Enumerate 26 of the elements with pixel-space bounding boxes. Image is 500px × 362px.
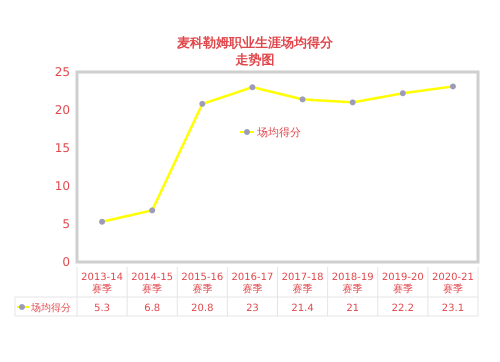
x-tick-label: 2020-21 赛季 [432, 272, 474, 295]
legend-label: 场均得分 [256, 126, 301, 139]
x-tick-label: 2014-15 赛季 [131, 272, 174, 295]
x-tick-label: 2016-17 赛季 [232, 272, 274, 295]
y-tick-label: 5 [62, 217, 70, 231]
data-label: 23 [246, 303, 259, 314]
data-label: 5.3 [94, 303, 110, 314]
x-tick-label: 2019-20 赛季 [382, 272, 424, 295]
data-label: 6.8 [144, 303, 160, 314]
x-tick-label: 2015-16 赛季 [181, 272, 224, 295]
y-tick-label: 0 [62, 255, 70, 269]
x-tick-label: 2013-14 赛季 [81, 272, 123, 295]
chart-subtitle: 走势图 [234, 52, 274, 68]
y-tick-label: 20 [54, 103, 70, 117]
data-label: 23.1 [442, 303, 464, 314]
x-tick-label: 2018-19 赛季 [332, 272, 374, 295]
chart-title: 麦科勒姆职业生涯场均得分 [176, 36, 334, 51]
data-label: 20.8 [191, 303, 214, 314]
x-tick-label: 2017-18 赛季 [282, 272, 324, 295]
data-label: 22.2 [392, 303, 414, 314]
data-label: 21 [346, 303, 360, 314]
text: 场均得分 [31, 303, 71, 314]
y-tick-label: 10 [54, 179, 70, 193]
data-label: 21.4 [291, 303, 314, 314]
y-tick-label: 25 [54, 65, 70, 79]
y-tick-label: 15 [54, 141, 70, 155]
